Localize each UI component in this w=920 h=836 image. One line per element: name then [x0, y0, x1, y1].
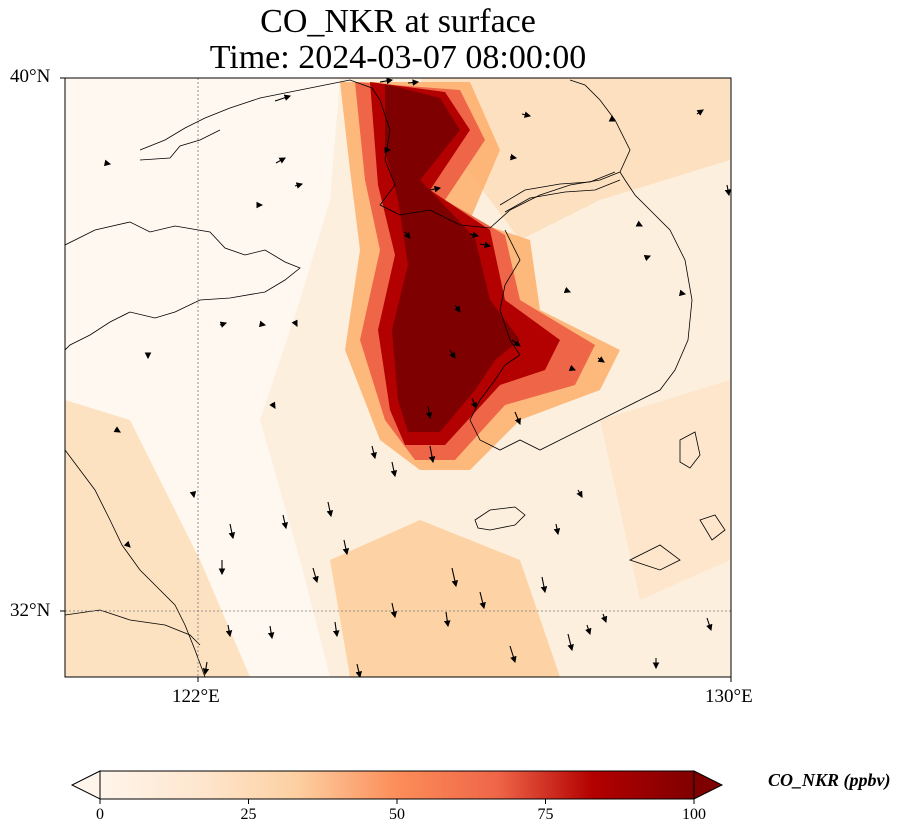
wind-arrow [312, 567, 319, 584]
wind-arrow [274, 94, 292, 102]
colorbar-tick-50: 50 [389, 806, 405, 823]
wind-vectors [103, 78, 731, 677]
colorbar-extend-high [693, 770, 724, 800]
wind-arrow [511, 339, 521, 347]
concentration-field [65, 78, 731, 677]
colorbar-label: CO_NKR (ppbv) [768, 770, 891, 790]
wind-arrow [379, 78, 394, 85]
wind-arrow [509, 645, 517, 664]
wind-arrow [281, 514, 288, 530]
map-title-line1: CO_NKR at surface [260, 3, 536, 40]
wind-arrow [540, 576, 548, 594]
tick-marks [60, 77, 732, 682]
wind-arrow [449, 349, 456, 359]
wind-arrow [355, 663, 362, 677]
wind-arrow [509, 153, 518, 161]
wind-arrow [403, 231, 411, 239]
wind-arrow [553, 523, 561, 536]
wind-arrow [443, 611, 451, 628]
wind-arrow [202, 661, 210, 676]
colorbar-tick-100: 100 [682, 806, 706, 823]
lon-tick-label-130E: 130°E [705, 686, 753, 707]
map-gridlines [65, 78, 731, 677]
wind-arrow [219, 321, 228, 328]
wind-arrow [429, 185, 442, 193]
wind-arrow [291, 319, 298, 327]
wind-arrow [521, 111, 532, 118]
wind-arrow [567, 633, 574, 652]
wind-arrow [643, 254, 652, 262]
wind-arrow [269, 401, 276, 409]
wind-arrow [585, 624, 592, 636]
colorbar-tick-25: 25 [240, 806, 257, 823]
wind-arrow [724, 184, 731, 197]
wind-arrow [576, 489, 583, 498]
wind-arrow [228, 523, 236, 540]
lat-tick-label-32N: 32°N [10, 600, 51, 621]
wind-arrow [390, 602, 398, 619]
wind-arrow [428, 445, 436, 464]
wind-arrow [225, 624, 233, 638]
wind-arrow [425, 405, 433, 420]
wind-arrow [258, 320, 267, 328]
wind-arrow [407, 79, 420, 86]
wind-arrow [294, 182, 304, 189]
wind-arrow [113, 426, 121, 433]
wind-arrow [469, 231, 480, 238]
wind-arrow [332, 621, 340, 638]
wind-arrow [696, 109, 704, 116]
map-frame [64, 77, 732, 678]
wind-arrow [103, 159, 112, 167]
lat-tick-label-40N: 40°N [10, 66, 51, 87]
wind-arrow [275, 157, 286, 164]
wind-arrow [514, 411, 521, 426]
wind-arrow [568, 364, 577, 372]
wind-arrow [342, 539, 350, 556]
wind-arrow [597, 356, 605, 363]
wind-arrow [454, 304, 461, 313]
map-title-line2: Time: 2024-03-07 08:00:00 [209, 39, 587, 76]
wind-arrow [267, 625, 275, 640]
colorbar-tick-75: 75 [537, 806, 554, 823]
wind-arrow [563, 286, 572, 294]
wind-arrow [600, 613, 608, 624]
wind-arrow [470, 397, 478, 410]
wind-arrow [706, 617, 713, 632]
wind-arrow [451, 567, 459, 588]
wind-arrow [635, 220, 643, 227]
wind-arrow [390, 461, 398, 478]
colorbar [70, 770, 724, 804]
colorbar-tick-0: 0 [96, 806, 104, 823]
wind-arrow [370, 445, 377, 460]
wind-arrow [123, 540, 131, 548]
wind-arrow [326, 501, 334, 518]
wind-arrow [189, 490, 197, 499]
wind-arrow [678, 289, 687, 297]
colorbar-gradient [100, 771, 694, 799]
lon-tick-label-122E: 122°E [172, 686, 220, 707]
colorbar-extend-low [70, 770, 101, 800]
wind-arrow [479, 241, 492, 249]
wind-arrow [479, 591, 486, 610]
